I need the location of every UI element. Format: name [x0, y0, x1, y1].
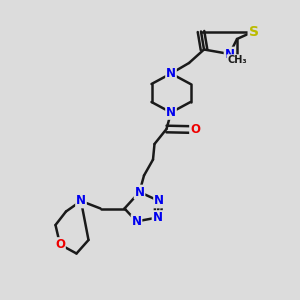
Text: CH₃: CH₃: [227, 55, 247, 65]
Text: N: N: [134, 185, 145, 199]
Text: N: N: [224, 47, 235, 61]
Text: N: N: [131, 215, 142, 228]
Text: O: O: [55, 238, 65, 251]
Text: N: N: [76, 194, 86, 208]
Text: S: S: [248, 25, 259, 38]
Text: O: O: [190, 123, 200, 136]
Text: N: N: [166, 67, 176, 80]
Text: N: N: [154, 194, 164, 208]
Text: N: N: [166, 106, 176, 119]
Text: N: N: [152, 211, 163, 224]
